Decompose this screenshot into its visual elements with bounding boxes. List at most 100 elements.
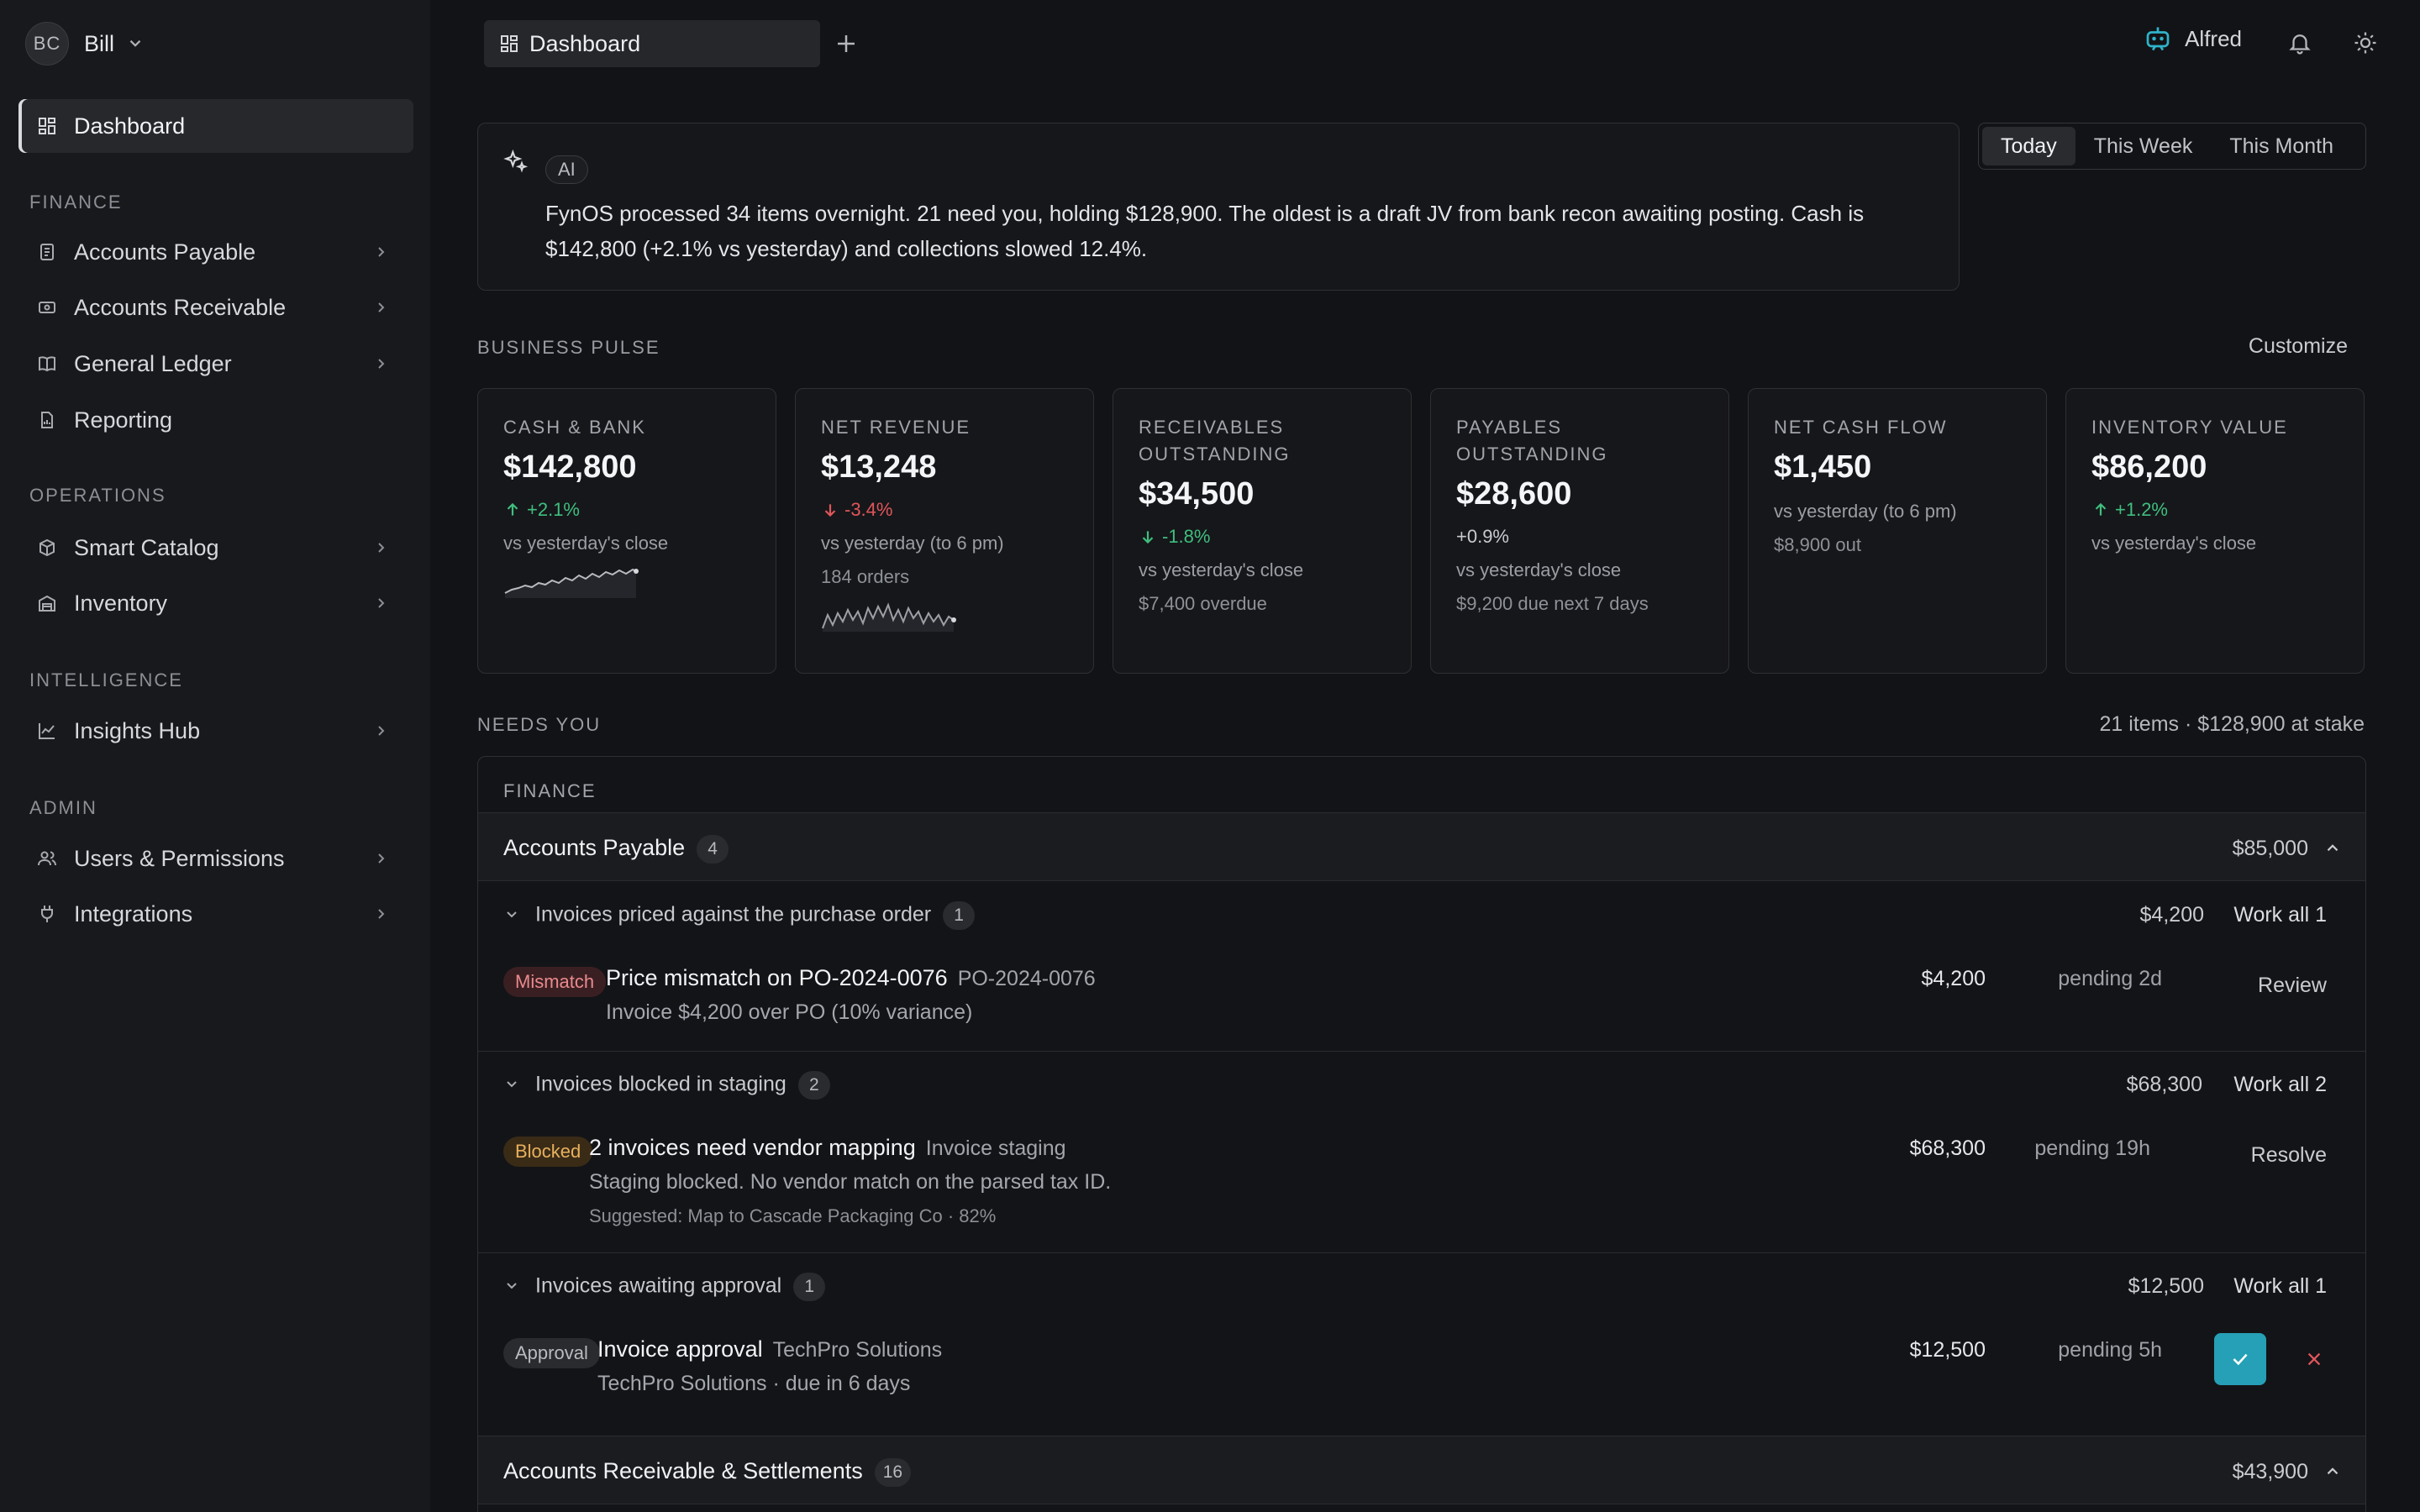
section-label-intelligence: INTELLIGENCE <box>29 669 183 690</box>
users-icon <box>35 847 59 870</box>
check-icon <box>2233 1353 2248 1366</box>
sidebar-item-insights-hub[interactable]: Insights Hub <box>18 704 413 758</box>
user-menu[interactable]: BC Bill <box>25 22 145 66</box>
item-pending: pending 19h <box>2034 1137 2150 1160</box>
needs-you-header: NEEDS YOU <box>477 714 602 735</box>
sidebar-item-smart-catalog[interactable]: Smart Catalog <box>18 521 413 575</box>
kpi-subnote: $9,200 due next 7 days <box>1456 593 1649 614</box>
main-content: Dashboard Alfred AI FynOS processed 34 i… <box>430 0 2420 1512</box>
kpi-value: $142,800 <box>503 449 637 485</box>
kpi-change: +2.1% <box>503 499 750 521</box>
subgroup-header[interactable]: Invoices awaiting approval 1 $12,500 Work… <box>478 1261 2365 1311</box>
sidebar-item-accounts-payable[interactable]: Accounts Payable <box>18 225 413 279</box>
sparkline <box>822 602 956 632</box>
kpi-note: vs yesterday's close <box>503 533 669 554</box>
subgroup-name: Invoices awaiting approval <box>535 1273 782 1298</box>
status-badge: Mismatch <box>503 967 607 997</box>
sidebar-item-label: Reporting <box>74 407 173 433</box>
sparkles-icon <box>503 149 529 173</box>
range-this-week[interactable]: This Week <box>2093 134 2193 158</box>
sidebar-item-users-permissions[interactable]: Users & Permissions <box>18 832 413 885</box>
sun-icon[interactable] <box>2353 30 2378 55</box>
chevron-down-icon[interactable] <box>503 1076 520 1093</box>
add-tab-icon[interactable] <box>834 31 859 56</box>
catalog-icon <box>35 536 59 559</box>
group-header-accounts-payable[interactable]: Accounts Payable 4 $85,000 <box>478 812 2365 881</box>
sidebar-item-general-ledger[interactable]: General Ledger <box>18 337 413 391</box>
needs-you-panel: FINANCE Accounts Payable 4 $85,000 Invoic… <box>477 756 2366 1512</box>
group-title: Accounts Receivable & Settlements 16 <box>503 1458 912 1487</box>
arrow-down-icon <box>1142 531 1154 544</box>
sidebar-item-integrations[interactable]: Integrations <box>18 887 413 941</box>
kpi-note: vs yesterday's close <box>1139 559 1304 580</box>
group-header-accounts-receivable[interactable]: Accounts Receivable & Settlements 16 $43,… <box>478 1436 2365 1504</box>
chevron-right-icon <box>378 359 385 369</box>
sidebar-item-reporting[interactable]: Reporting <box>18 393 413 447</box>
work-all-button[interactable]: Work all 1 <box>2233 903 2327 927</box>
warehouse-icon <box>35 591 59 615</box>
range-today[interactable]: Today <box>1982 127 2075 165</box>
kpi-card-receivables[interactable]: RECEIVABLES OUTSTANDING $34,500 -1.8% vs… <box>1113 388 1412 674</box>
subgroup-amount: $12,500 <box>2128 1274 2204 1298</box>
chevron-down-icon[interactable] <box>503 906 520 923</box>
tab-dashboard[interactable]: Dashboard <box>484 20 820 67</box>
kpi-change-value: -1.8% <box>1162 526 1211 547</box>
resolve-button[interactable]: Resolve <box>2250 1143 2327 1167</box>
sidebar-item-label: Integrations <box>74 900 193 927</box>
avatar[interactable]: BC <box>25 22 69 66</box>
sidebar-item-label: Insights Hub <box>74 717 201 743</box>
subgroup-title: Invoices awaiting approval 1 <box>535 1273 826 1301</box>
group-title: Accounts Payable 4 <box>503 835 729 864</box>
section-label-finance: FINANCE <box>29 192 123 213</box>
sidebar-item-dashboard[interactable]: Dashboard <box>18 99 413 153</box>
subgroup-header[interactable]: Invoices blocked in staging 2 $68,300 Wor… <box>478 1059 2365 1110</box>
arrow-down-icon <box>824 504 836 517</box>
review-button[interactable]: Review <box>2258 974 2327 997</box>
range-this-month[interactable]: This Month <box>2229 134 2334 158</box>
item-title: 2 invoices need vendor mapping Invoice st… <box>589 1135 1066 1161</box>
sidebar-item-label: General Ledger <box>74 350 232 376</box>
subgroup-amount: $4,200 <box>2139 903 2204 927</box>
customize-button[interactable]: Customize <box>2248 334 2348 358</box>
group-amount: $85,000 <box>2232 837 2308 860</box>
chevron-right-icon <box>378 909 385 919</box>
item-reference: TechPro Solutions <box>772 1338 943 1362</box>
kpi-card-payables[interactable]: PAYABLES OUTSTANDING $28,600 +0.9% vs ye… <box>1430 388 1729 674</box>
dashboard-icon <box>501 35 518 52</box>
chevron-up-icon[interactable] <box>2323 1462 2342 1480</box>
kpi-card-net-cash-flow[interactable]: NET CASH FLOW $1,450 vs yesterday (to 6 … <box>1748 388 2047 674</box>
kpi-card-net-revenue[interactable]: NET REVENUE $13,248 -3.4% vs yesterday (… <box>795 388 1094 674</box>
user-name[interactable]: Bill <box>84 30 115 56</box>
reject-button[interactable] <box>2302 1347 2327 1372</box>
count-badge: 2 <box>797 1071 830 1100</box>
dashboard-icon <box>35 114 59 138</box>
work-all-button[interactable]: Work all 1 <box>2233 1274 2327 1298</box>
chevron-down-icon[interactable] <box>126 34 145 53</box>
kpi-label: NET REVENUE <box>821 417 971 438</box>
sidebar-item-label: Inventory <box>74 590 168 616</box>
chevron-right-icon <box>378 726 385 736</box>
kpi-card-inventory-value[interactable]: INVENTORY VALUE $86,200 +1.2% vs yesterd… <box>2065 388 2365 674</box>
sidebar: BC Bill Dashboard FINANCE Accounts Payab… <box>0 0 430 1512</box>
sidebar-item-label: Smart Catalog <box>74 534 219 560</box>
sidebar-item-accounts-receivable[interactable]: Accounts Receivable <box>18 281 413 334</box>
subgroup-name: Invoices priced against the purchase ord… <box>535 902 932 927</box>
work-all-button[interactable]: Work all 2 <box>2233 1073 2327 1096</box>
approve-button[interactable] <box>2214 1333 2266 1385</box>
sidebar-item-inventory[interactable]: Inventory <box>18 576 413 630</box>
kpi-label: PAYABLES OUTSTANDING <box>1456 417 1608 465</box>
bell-icon[interactable] <box>2287 30 2312 55</box>
status-badge: Blocked <box>503 1137 593 1167</box>
item-description: TechPro Solutions · due in 6 days <box>597 1372 911 1395</box>
chart-line-icon <box>35 719 59 743</box>
panel-section-label: FINANCE <box>503 780 597 801</box>
kpi-card-cash-bank[interactable]: CASH & BANK $142,800 +2.1% vs yesterday'… <box>477 388 776 674</box>
count-badge: 16 <box>874 1458 912 1487</box>
book-icon <box>35 352 59 375</box>
chevron-down-icon[interactable] <box>503 1278 520 1294</box>
chevron-up-icon[interactable] <box>2323 838 2342 857</box>
subgroup-header[interactable]: Invoices priced against the purchase ord… <box>478 890 2365 940</box>
assistant-button[interactable]: Alfred <box>2143 24 2242 54</box>
arrow-up-icon <box>2095 502 2107 516</box>
kpi-change-value: +0.9% <box>1456 526 1509 547</box>
